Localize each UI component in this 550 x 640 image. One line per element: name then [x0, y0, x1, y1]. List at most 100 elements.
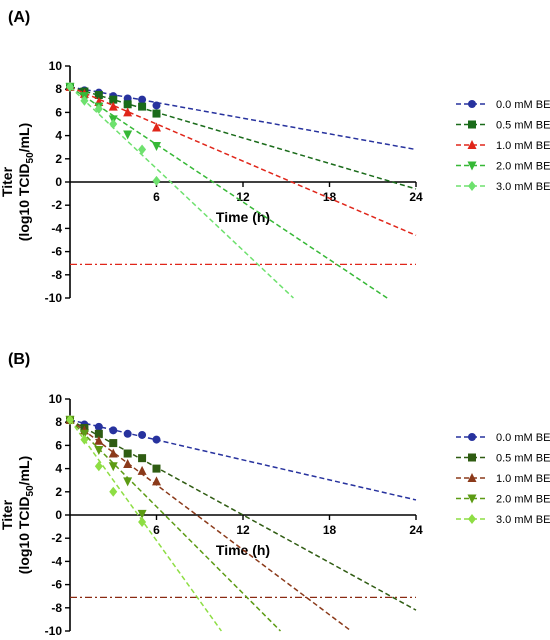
- y-axis-title-post: /mL): [16, 123, 32, 153]
- legend-label: 3.0 mM BEI: [496, 181, 550, 193]
- series-fit-line: [69, 419, 352, 632]
- y-tick-label: 4: [55, 462, 62, 476]
- legend-label: 0.0 mM BEI: [496, 432, 550, 444]
- legend-label: 2.0 mM BEI: [496, 494, 550, 506]
- data-point: [152, 142, 161, 152]
- data-point: [108, 101, 118, 111]
- legend-entry: 2.0 mM BEI: [456, 161, 550, 173]
- data-point: [138, 102, 147, 111]
- y-axis-title-post: /mL): [16, 456, 32, 486]
- data-point: [138, 516, 147, 527]
- series-3-0-mm-bei: [66, 414, 222, 632]
- data-point: [152, 122, 161, 132]
- data-point: [94, 422, 103, 431]
- y-tick-label: -4: [51, 221, 62, 235]
- data-point: [94, 435, 104, 445]
- y-axis-title-pre: (log10 TCID: [16, 163, 32, 241]
- y-tick-label: 8: [55, 415, 62, 429]
- legend-entry: 1.0 mM BEI: [456, 473, 550, 485]
- series-3-0-mm-bei: [66, 81, 294, 299]
- y-tick-label: 8: [55, 82, 62, 96]
- legend-entry: 0.5 mM BEI: [456, 120, 550, 132]
- series-fit-line: [69, 419, 417, 501]
- data-point: [138, 144, 147, 155]
- data-point: [152, 109, 161, 118]
- data-point: [467, 473, 477, 482]
- legend-entry: 0.0 mM BEI: [456, 99, 550, 111]
- x-tick-label: 24: [409, 190, 423, 204]
- legend-label: 2.0 mM BEI: [496, 161, 550, 173]
- y-tick-label: 6: [55, 105, 62, 119]
- data-point: [80, 434, 89, 445]
- data-point: [123, 130, 133, 140]
- data-point: [109, 439, 118, 448]
- y-axis-title-sub: 50: [25, 485, 36, 497]
- data-point: [137, 509, 147, 519]
- series-fit-line: [69, 86, 417, 151]
- legend-label: 0.5 mM BEI: [496, 120, 550, 132]
- series-fit-line: [69, 86, 417, 190]
- y-tick-label: 0: [55, 175, 62, 189]
- data-point: [109, 426, 118, 435]
- y-tick-label: 0: [55, 508, 62, 522]
- series-0-5-mm-bei: [66, 82, 417, 190]
- x-tick-label: 18: [323, 190, 337, 204]
- chart-panel-a: (A) 10 8 6 4 2 0 -2 -4 -6 -8 -10 6 12 18 24 Time (h) Tite…: [0, 9, 550, 305]
- series-fit-line: [69, 86, 388, 299]
- data-point: [123, 429, 132, 438]
- data-point: [123, 458, 133, 468]
- y-axis-title: Titer (log10 TCID50/mL): [0, 456, 36, 574]
- y-tick-label: 10: [49, 59, 63, 73]
- panel-label: (A): [8, 9, 30, 26]
- x-axis-title: Time (h): [216, 209, 270, 225]
- data-point: [109, 486, 118, 497]
- series-fit-line: [69, 419, 222, 632]
- y-axis-title-pre: (log10 TCID: [16, 496, 32, 574]
- x-tick-label: 12: [236, 190, 250, 204]
- data-point: [123, 107, 133, 117]
- data-point: [138, 430, 147, 439]
- data-point: [152, 435, 161, 444]
- data-point: [66, 414, 74, 425]
- series-2-0-mm-bei: [65, 415, 282, 632]
- data-point: [108, 462, 118, 472]
- y-axis-title-line1: Titer: [0, 499, 15, 530]
- data-point: [66, 81, 74, 92]
- legend-entry: 0.5 mM BEI: [456, 453, 550, 465]
- series-fit-line: [69, 86, 294, 299]
- data-point: [94, 461, 103, 472]
- data-point: [468, 453, 476, 462]
- data-point: [138, 454, 147, 463]
- data-point: [468, 514, 476, 524]
- data-point: [468, 181, 476, 191]
- x-tick-label: 6: [153, 523, 160, 537]
- y-tick-label: -10: [45, 291, 63, 305]
- data-point: [94, 429, 103, 438]
- y-tick-label: 4: [55, 129, 62, 143]
- y-tick-label: -8: [51, 601, 62, 615]
- y-tick-label: -6: [51, 245, 62, 259]
- y-tick-label: -4: [51, 554, 62, 568]
- data-point: [152, 464, 161, 473]
- panel-label: (B): [8, 351, 30, 368]
- data-point: [109, 95, 118, 104]
- data-point: [80, 95, 89, 106]
- data-point: [152, 101, 161, 110]
- data-point: [94, 446, 104, 456]
- y-tick-label: -8: [51, 268, 62, 282]
- data-point: [109, 119, 118, 129]
- x-tick-label: 6: [153, 190, 160, 204]
- data-point: [94, 103, 103, 114]
- data-point: [123, 100, 132, 109]
- y-tick-label: -2: [51, 531, 62, 545]
- y-tick-label: 2: [55, 485, 62, 499]
- y-tick-label: -2: [51, 198, 62, 212]
- legend-label: 3.0 mM BEI: [496, 514, 550, 526]
- data-point: [108, 448, 118, 458]
- y-axis-title-line1: Titer: [0, 166, 15, 197]
- legend-label: 0.5 mM BEI: [496, 453, 550, 465]
- y-axis-title: Titer (log10 TCID50/mL): [0, 123, 36, 241]
- data-point: [152, 476, 161, 486]
